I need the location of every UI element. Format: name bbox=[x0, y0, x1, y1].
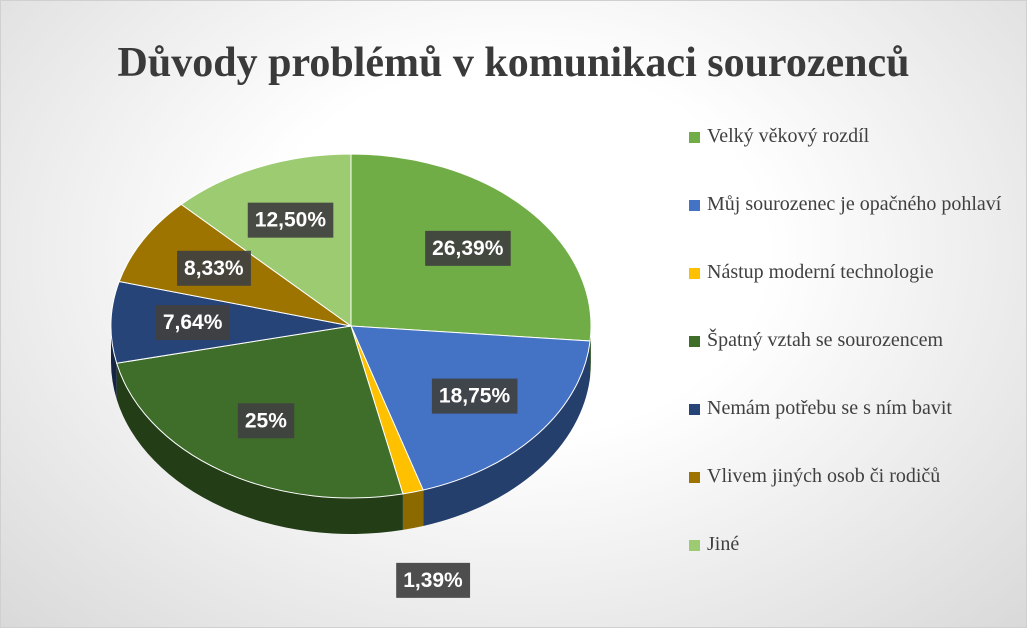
legend-label: Nástup moderní technologie bbox=[707, 261, 934, 283]
data-label: 25% bbox=[237, 403, 295, 439]
legend-swatch bbox=[689, 200, 700, 211]
legend-item: Nástup moderní technologie bbox=[689, 259, 1019, 285]
data-label-box bbox=[177, 250, 251, 286]
data-label-text: 7,64% bbox=[163, 311, 223, 334]
legend-swatch bbox=[689, 336, 700, 347]
data-label-box bbox=[396, 562, 471, 598]
legend-swatch bbox=[689, 268, 700, 279]
data-label-box bbox=[431, 378, 518, 414]
data-label-text: 12,50% bbox=[255, 209, 327, 232]
legend-swatch bbox=[689, 132, 700, 143]
legend-swatch bbox=[689, 540, 700, 551]
data-label: 7,64% bbox=[155, 305, 230, 341]
legend-item: Velký věkový rozdíl bbox=[689, 123, 1019, 149]
pie-slice bbox=[110, 280, 352, 364]
data-label-box bbox=[237, 403, 295, 439]
pie-side bbox=[116, 363, 403, 534]
data-label: 12,50% bbox=[247, 202, 334, 238]
pie-side bbox=[423, 341, 591, 527]
legend-item: Vlivem jiných osob či rodičů bbox=[689, 463, 1019, 489]
legend-item: Jiné bbox=[689, 531, 1019, 557]
legend-label: Špatný vztah se sourozencem bbox=[707, 329, 944, 351]
data-label: 18,75% bbox=[431, 378, 518, 414]
data-label-text: 18,75% bbox=[439, 385, 511, 408]
legend: Velký věkový rozdíl Můj sourozenec je opa… bbox=[689, 123, 1019, 599]
legend-swatch bbox=[689, 404, 700, 415]
pie-side bbox=[111, 326, 117, 400]
legend-swatch bbox=[689, 472, 700, 483]
chart-title: Důvody problémů v komunikaci sourozenců bbox=[117, 40, 910, 86]
legend-label: Vlivem jiných osob či rodičů bbox=[707, 465, 941, 487]
data-label: 1,39% bbox=[396, 562, 471, 598]
data-label: 26,39% bbox=[425, 230, 511, 266]
legend-label: Velký věkový rozdíl bbox=[707, 125, 870, 147]
data-label-box bbox=[155, 305, 230, 341]
data-label-text: 1,39% bbox=[403, 569, 463, 592]
legend-item: Nemám potřebu se s ním bavit bbox=[689, 395, 1019, 421]
legend-item: Můj sourozenec je opačného pohlaví bbox=[689, 191, 1019, 217]
data-label-text: 26,39% bbox=[432, 237, 504, 260]
data-label: 8,33% bbox=[177, 250, 251, 286]
legend-label: Nemám potřebu se s ním bavit bbox=[707, 397, 952, 419]
data-label-box bbox=[425, 230, 511, 266]
data-label-box bbox=[247, 202, 334, 238]
pie-side bbox=[402, 490, 424, 530]
legend-label: Můj sourozenec je opačného pohlaví bbox=[707, 193, 1002, 215]
pie-slice bbox=[180, 153, 352, 327]
data-label-text: 8,33% bbox=[184, 257, 244, 280]
legend-label: Jiné bbox=[707, 533, 740, 555]
data-label-text: 25% bbox=[245, 409, 287, 432]
legend-item: Špatný vztah se sourozencem bbox=[689, 327, 1019, 353]
